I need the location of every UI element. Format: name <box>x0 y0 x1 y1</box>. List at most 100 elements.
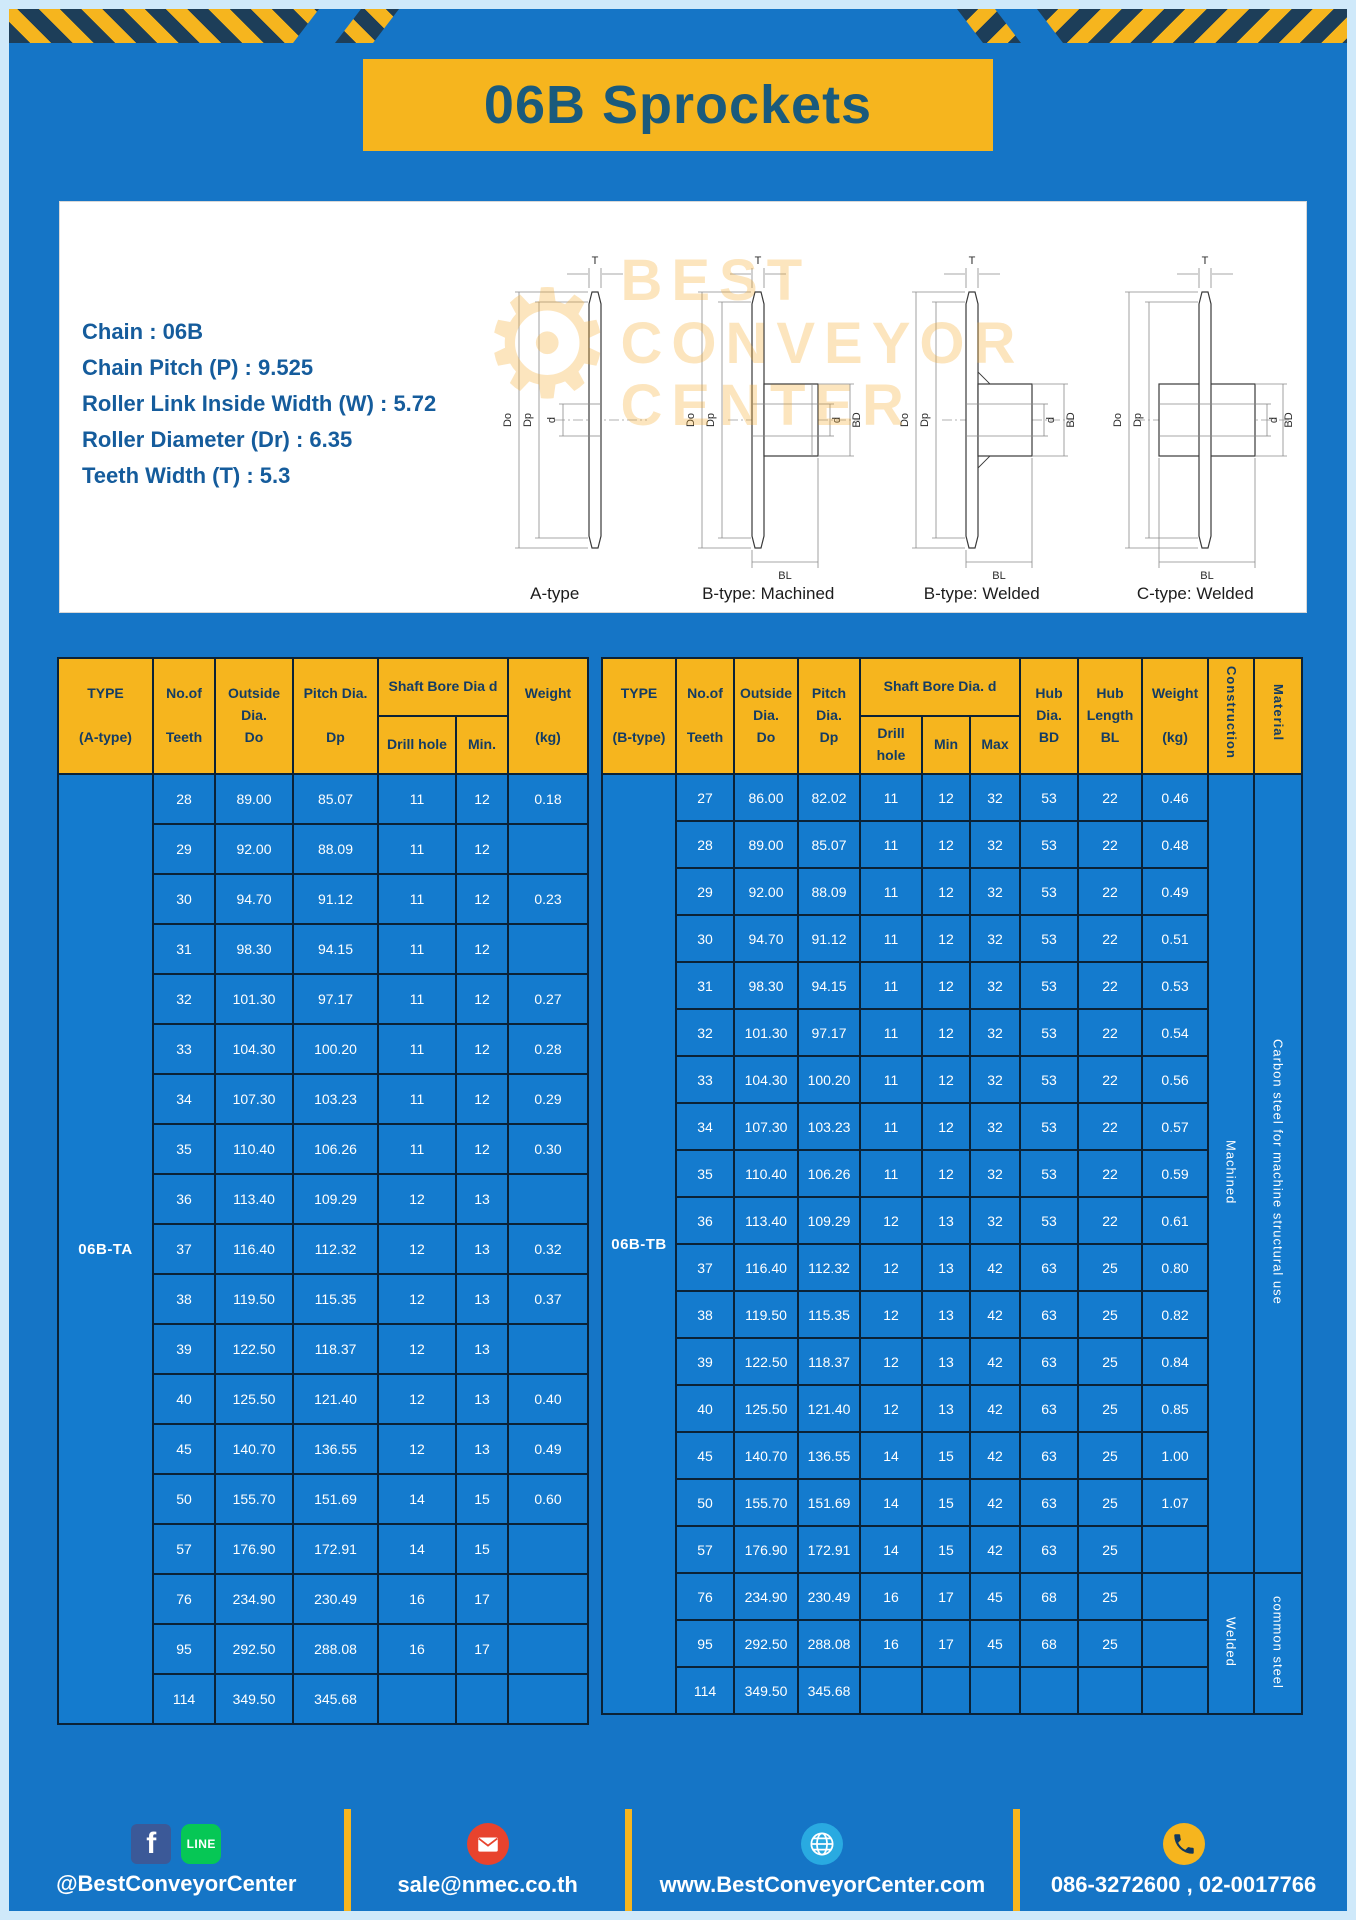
data-cell: 30 <box>675 914 735 963</box>
data-cell: 12 <box>921 1008 971 1057</box>
data-cell: 12 <box>377 1273 457 1325</box>
data-cell: 32 <box>968 773 1022 822</box>
data-cell: 12 <box>377 1173 457 1225</box>
data-cell: 34 <box>152 1073 216 1125</box>
data-cell: 42 <box>968 1525 1022 1574</box>
data-cell: 0.18 <box>507 773 589 825</box>
svg-text:T: T <box>968 255 975 267</box>
data-cell: 12 <box>455 1123 509 1175</box>
data-cell: 101.30 <box>733 1008 799 1057</box>
data-cell: 288.08 <box>292 1623 379 1675</box>
spec-panel: ⚙ BEST CONVEYOR CENTER Chain : 06B Chain… <box>59 201 1307 613</box>
hazard-stripe-left <box>9 9 319 43</box>
data-cell: 53 <box>1019 1008 1080 1057</box>
table-row: 40 125.50 121.40 12 13 0.40 <box>58 1373 589 1425</box>
footer-website-text[interactable]: www.BestConveyorCenter.com <box>659 1871 986 1897</box>
data-cell: 25 <box>1077 1431 1144 1480</box>
data-cell <box>507 1573 589 1625</box>
data-cell: 11 <box>859 867 923 916</box>
col-header-drill-hole: Drill hole <box>377 715 457 775</box>
data-cell: 98.30 <box>214 923 294 975</box>
col-header-material: Material <box>1253 657 1304 775</box>
data-cell: 0.80 <box>1141 1243 1210 1292</box>
data-cell: 12 <box>859 1337 923 1386</box>
data-cell: 16 <box>859 1572 923 1621</box>
phone-icon[interactable] <box>1162 1822 1205 1865</box>
data-cell: 125.50 <box>733 1384 799 1433</box>
table-row: 38 119.50 115.35 12 13 0.37 <box>58 1273 589 1325</box>
email-icon[interactable] <box>466 1822 509 1865</box>
data-cell <box>1019 1666 1080 1715</box>
data-cell: 17 <box>921 1619 971 1668</box>
line-icon[interactable]: LINE <box>181 1823 222 1864</box>
data-cell: 349.50 <box>214 1673 294 1725</box>
data-cell: 12 <box>921 914 971 963</box>
data-cell: 176.90 <box>214 1523 294 1575</box>
data-cell: 11 <box>377 873 457 925</box>
sprocket-drawing-c-welded: T Do Dp d BD <box>1112 255 1295 582</box>
data-cell <box>507 923 589 975</box>
col-header-min: Min <box>921 715 971 775</box>
data-cell: 16 <box>859 1619 923 1668</box>
data-cell: 106.26 <box>797 1149 861 1198</box>
data-cell: 140.70 <box>214 1423 294 1475</box>
sprocket-table-b: TYPE (B-type) No.of Teeth Outside Dia. D… <box>601 657 1304 1715</box>
data-cell: 11 <box>377 773 457 825</box>
svg-text:BD: BD <box>1065 412 1077 427</box>
footer-email-text[interactable]: sale@nmec.co.th <box>397 1871 578 1897</box>
data-cell: 32 <box>675 1008 735 1057</box>
footer-phone-text[interactable]: 086-3272600 , 02-0017766 <box>1050 1871 1317 1897</box>
data-cell: 13 <box>455 1323 509 1375</box>
col-header-weight: Weight (kg) <box>1141 657 1210 775</box>
table-a-header: TYPE (A-type) No.of Teeth Outside Dia. D… <box>57 657 589 775</box>
data-cell: 172.91 <box>292 1523 379 1575</box>
data-cell <box>507 1673 589 1725</box>
data-cell <box>1141 1572 1210 1621</box>
spec-line-roller-width: Roller Link Inside Width (W) : 5.72 <box>82 391 437 416</box>
data-cell: 101.30 <box>214 973 294 1025</box>
data-cell: 12 <box>859 1290 923 1339</box>
data-cell: 107.30 <box>733 1102 799 1151</box>
data-cell: 17 <box>455 1623 509 1675</box>
table-row: 45 140.70 136.55 14 15 42 63 25 1.00 <box>602 1431 1302 1480</box>
data-cell: 121.40 <box>797 1384 861 1433</box>
footer-divider <box>624 1809 632 1911</box>
data-cell: 31 <box>675 961 735 1010</box>
data-cell: 45 <box>968 1572 1022 1621</box>
facebook-icon[interactable]: f <box>131 1823 172 1864</box>
data-cell: 0.46 <box>1141 773 1210 822</box>
svg-text:BD: BD <box>851 412 863 427</box>
page-title: 06B Sprockets <box>483 75 873 135</box>
svg-text:Dp: Dp <box>919 413 931 427</box>
data-cell: 12 <box>921 867 971 916</box>
data-cell <box>507 1173 589 1225</box>
sprocket-drawing-a: T Do Dp d <box>502 255 647 549</box>
svg-text:Dp: Dp <box>522 413 534 427</box>
data-cell: 38 <box>152 1273 216 1325</box>
data-cell: 118.37 <box>292 1323 379 1375</box>
svg-text:Dp: Dp <box>1132 413 1144 427</box>
data-cell: 95 <box>152 1623 216 1675</box>
col-header-min: Min. <box>455 715 509 775</box>
data-cell: 37 <box>152 1223 216 1275</box>
table-row: 36 113.40 109.29 12 13 32 53 22 0.61 <box>602 1196 1302 1245</box>
table-row: 29 92.00 88.09 11 12 <box>58 823 589 875</box>
data-cell: 12 <box>859 1243 923 1292</box>
globe-icon[interactable] <box>801 1822 844 1865</box>
footer-social: f LINE @BestConveyorCenter <box>9 1809 344 1911</box>
data-cell: 32 <box>968 914 1022 963</box>
data-cell: 42 <box>968 1478 1022 1527</box>
data-cell: 230.49 <box>797 1572 861 1621</box>
col-header-hub-length: Hub Length BL <box>1077 657 1144 775</box>
hazard-stripe-left-small <box>335 9 399 43</box>
data-cell: 0.49 <box>507 1423 589 1475</box>
footer-social-handle[interactable]: @BestConveyorCenter <box>56 1870 297 1896</box>
table-row: 37 116.40 112.32 12 13 0.32 <box>58 1223 589 1275</box>
data-cell: 13 <box>921 1196 971 1245</box>
table-row: 34 107.30 103.23 11 12 0.29 <box>58 1073 589 1125</box>
data-cell: 11 <box>859 1102 923 1151</box>
data-cell: 89.00 <box>733 820 799 869</box>
data-cell: 22 <box>1077 1008 1144 1057</box>
svg-text:d: d <box>1045 417 1057 423</box>
table-row: 31 98.30 94.15 11 12 32 53 22 0.53 <box>602 961 1302 1010</box>
